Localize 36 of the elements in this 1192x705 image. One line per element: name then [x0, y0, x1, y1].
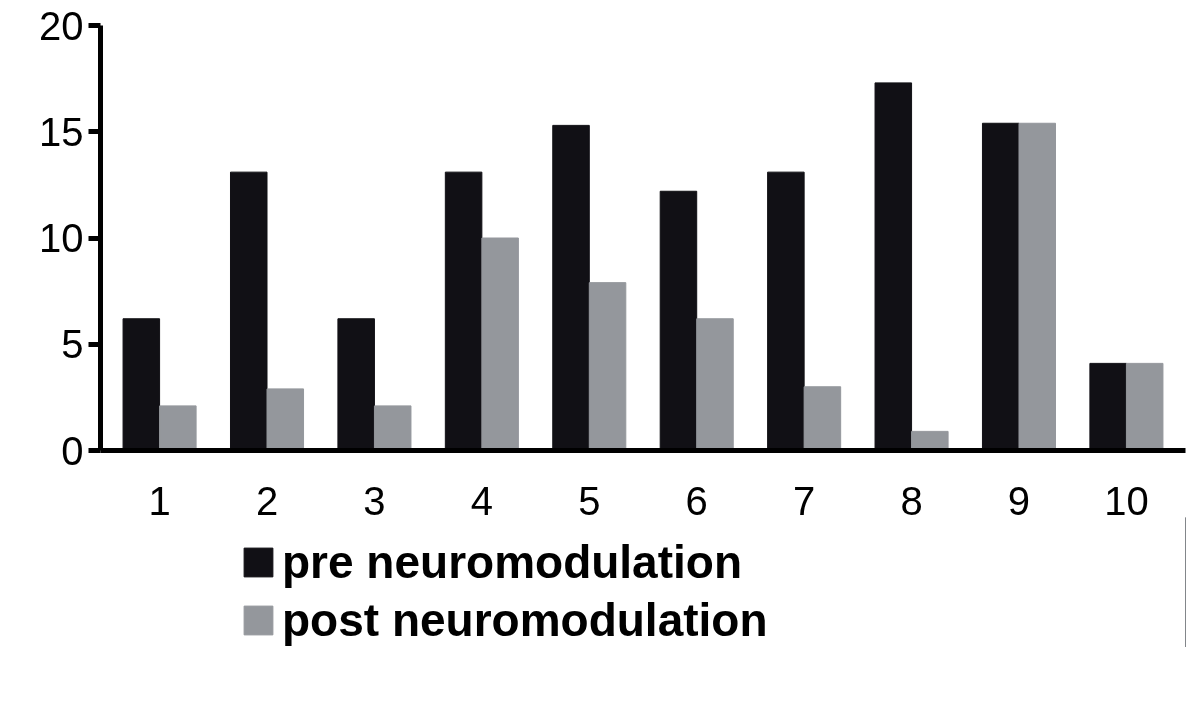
- bar: [444, 171, 483, 451]
- x-tick-label: 5: [578, 478, 601, 523]
- x-tick-label: 1: [148, 478, 171, 523]
- bar: [767, 171, 805, 451]
- bar: [874, 82, 913, 451]
- x-tick-label: 10: [1104, 478, 1149, 523]
- bar: [588, 282, 627, 451]
- bar: [981, 122, 1020, 451]
- x-tick-label: 8: [900, 478, 923, 523]
- bar: [266, 388, 305, 451]
- bar: [373, 405, 412, 451]
- legend-label: post neuromodulation: [282, 593, 768, 647]
- bar: [552, 124, 590, 451]
- bar: [481, 237, 519, 451]
- bar: [1125, 362, 1164, 451]
- x-tick-label: 6: [685, 478, 708, 523]
- y-tick-label: 10: [39, 216, 84, 260]
- bar: [659, 190, 698, 451]
- x-tick-label: 4: [470, 478, 493, 523]
- y-tick-label: 20: [39, 3, 84, 48]
- y-tick-label: 0: [61, 428, 84, 473]
- y-tick-label: 5: [61, 322, 84, 367]
- bar: [229, 171, 268, 451]
- x-tick-label: 7: [793, 478, 816, 523]
- bar: [1018, 122, 1057, 451]
- bar: [159, 405, 197, 451]
- bar: [696, 318, 734, 451]
- bar: [1089, 362, 1127, 451]
- x-tick-label: 2: [255, 478, 279, 523]
- bar: [803, 386, 842, 451]
- x-tick-label: 3: [363, 478, 386, 523]
- bar: [122, 318, 161, 451]
- x-tick-label: 9: [1007, 478, 1031, 523]
- y-tick-label: 15: [39, 109, 84, 154]
- bar: [337, 318, 375, 451]
- legend-label: pre neuromodulation: [282, 535, 742, 589]
